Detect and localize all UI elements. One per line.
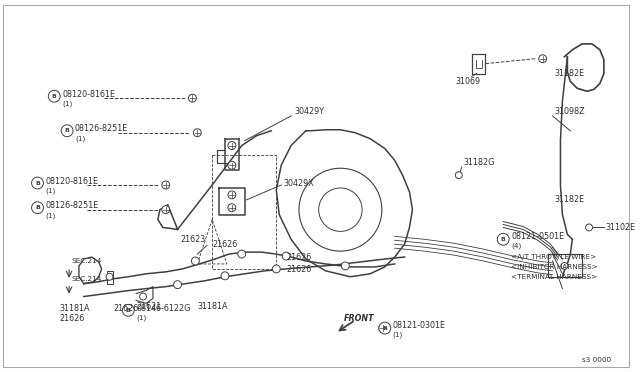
Text: 08146-6122G: 08146-6122G [136,304,191,313]
Text: s3 0000: s3 0000 [582,357,611,363]
Text: 30429X: 30429X [283,179,314,187]
Circle shape [106,273,113,280]
Text: B: B [52,94,57,99]
Text: <TERMINAL HARNESS>: <TERMINAL HARNESS> [511,274,597,280]
Text: FRONT: FRONT [344,314,374,323]
Text: 08121-0301E: 08121-0301E [393,321,445,330]
Circle shape [221,272,229,280]
Text: 08121-0501E: 08121-0501E [511,232,564,241]
Circle shape [561,263,568,269]
Circle shape [586,224,593,231]
Text: (1): (1) [75,135,85,142]
Text: SEC.214: SEC.214 [71,276,101,282]
Circle shape [61,125,73,137]
Text: (1): (1) [393,332,403,338]
Text: B: B [35,180,40,186]
Text: 31069: 31069 [456,77,481,86]
Circle shape [228,142,236,150]
Text: 21621: 21621 [136,302,161,311]
Text: 31181A: 31181A [60,304,90,313]
Text: (1): (1) [136,315,147,321]
Circle shape [140,293,147,300]
Text: <A/T THROTTLE WIRE>: <A/T THROTTLE WIRE> [511,254,596,260]
Text: B: B [65,128,70,133]
Circle shape [456,172,462,179]
Text: 21626: 21626 [60,314,84,323]
Text: B: B [35,205,40,210]
Circle shape [228,204,236,212]
Circle shape [273,265,280,273]
Text: 30429Y: 30429Y [294,106,324,116]
Circle shape [122,304,134,316]
Circle shape [193,129,202,137]
Text: 31181A: 31181A [197,302,228,311]
Circle shape [162,206,170,214]
Text: 31182E: 31182E [554,69,585,78]
Circle shape [238,250,246,258]
Circle shape [228,191,236,199]
Circle shape [379,322,391,334]
Circle shape [379,324,387,332]
Text: 31182E: 31182E [554,195,585,204]
Text: B: B [382,326,387,331]
Text: 21626: 21626 [286,253,312,262]
Text: <INHIBITOR HARNESS>: <INHIBITOR HARNESS> [511,264,598,270]
Text: (4): (4) [511,243,522,250]
Text: (1): (1) [45,188,56,194]
Text: 08126-8251E: 08126-8251E [45,201,99,210]
Text: 31182G: 31182G [464,158,495,167]
Circle shape [173,281,182,289]
Circle shape [162,181,170,189]
Circle shape [49,90,60,102]
Circle shape [228,161,236,169]
Circle shape [282,252,290,260]
Circle shape [191,257,199,265]
Circle shape [539,55,547,62]
Text: 31098Z: 31098Z [554,106,585,116]
Text: 08120-8161E: 08120-8161E [45,177,99,186]
Circle shape [31,202,44,214]
Text: 21626: 21626 [212,240,237,249]
Text: B: B [126,308,131,313]
Text: (1): (1) [45,212,56,219]
Text: 31102E: 31102E [606,223,636,232]
Text: 08120-8161E: 08120-8161E [62,90,115,99]
Text: 21623: 21623 [180,235,206,244]
Text: SEC.214: SEC.214 [71,258,101,264]
Circle shape [188,94,196,102]
Text: (1): (1) [62,101,72,108]
Circle shape [31,177,44,189]
Text: 21626: 21626 [113,304,139,313]
Circle shape [341,262,349,270]
Circle shape [497,233,509,245]
Text: 08126-8251E: 08126-8251E [75,124,128,133]
Text: B: B [500,237,506,242]
Text: 21626: 21626 [286,265,312,275]
